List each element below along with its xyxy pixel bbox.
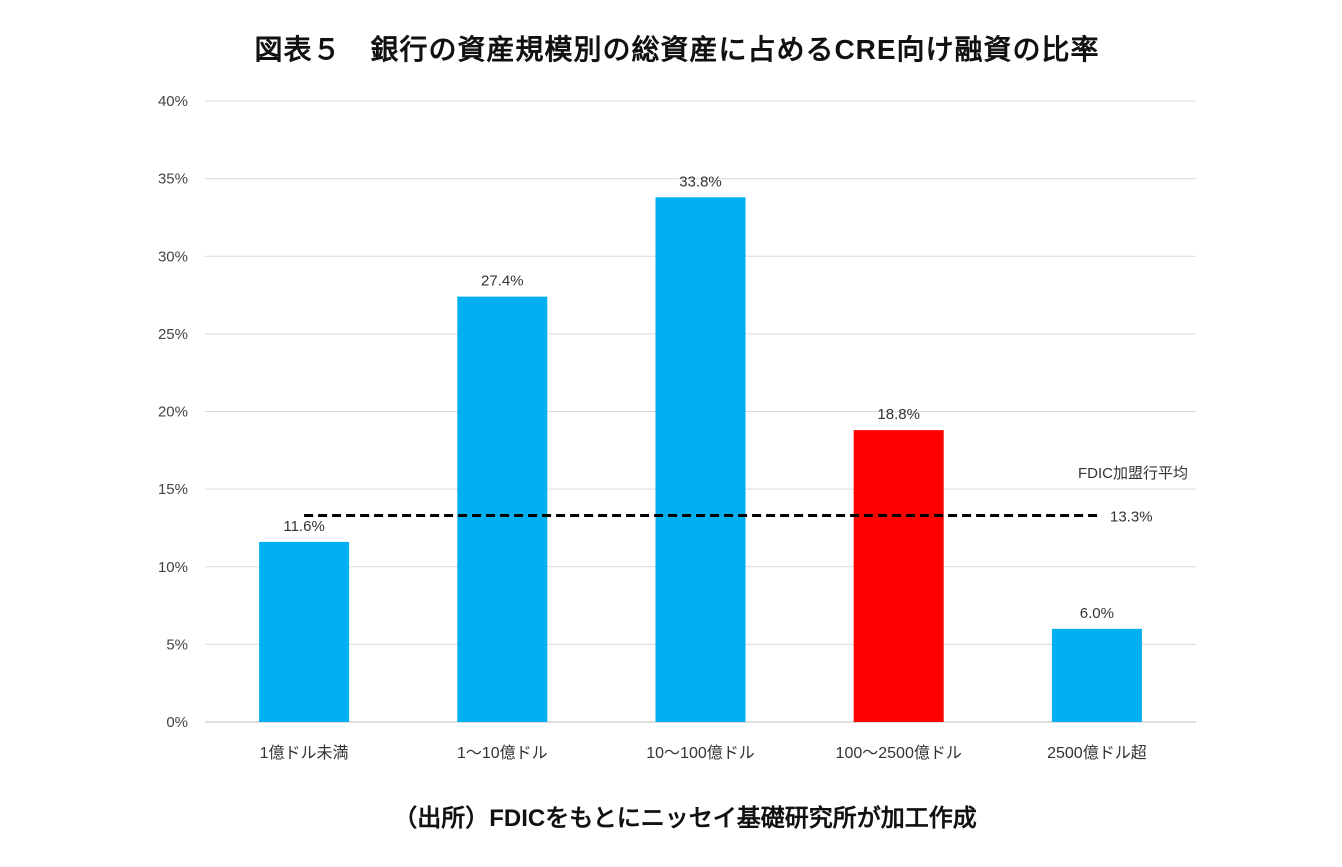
y-tick-label: 25% [158, 326, 188, 343]
y-tick-label: 5% [166, 636, 188, 653]
reference-line-label: FDIC加盟行平均 [1078, 465, 1188, 482]
data-label: 6.0% [1080, 605, 1114, 622]
y-tick-label: 0% [166, 714, 188, 731]
x-tick-label: 10～100億ドル [646, 744, 755, 762]
y-tick-label: 30% [158, 248, 188, 265]
source-note: （出所）FDICをもとにニッセイ基礎研究所が加工作成 [393, 805, 977, 832]
reference-line-value: 13.3% [1110, 509, 1153, 526]
bar [457, 296, 548, 722]
chart-title: 図表５ 銀行の資産規模別の総資産に占めるCRE向け融資の比率 [254, 34, 1100, 65]
data-label: 11.6% [283, 518, 324, 535]
y-tick-label: 10% [158, 559, 188, 576]
bar [853, 430, 944, 722]
bar [1051, 628, 1142, 722]
x-tick-label: 100～2500億ドル [836, 744, 962, 762]
y-tick-label: 15% [158, 481, 188, 498]
x-tick-label: 1～10億ドル [457, 744, 548, 762]
y-tick-label: 35% [158, 171, 188, 188]
data-label: 18.8% [877, 406, 920, 423]
bar [259, 541, 350, 722]
y-tick-label: 40% [158, 93, 188, 110]
y-tick-label: 20% [158, 404, 188, 421]
data-label: 33.8% [679, 173, 722, 190]
x-tick-label: 2500億ドル超 [1047, 744, 1147, 762]
data-label: 27.4% [481, 273, 524, 290]
bar [655, 197, 746, 722]
x-tick-label: 1億ドル未満 [260, 744, 349, 762]
